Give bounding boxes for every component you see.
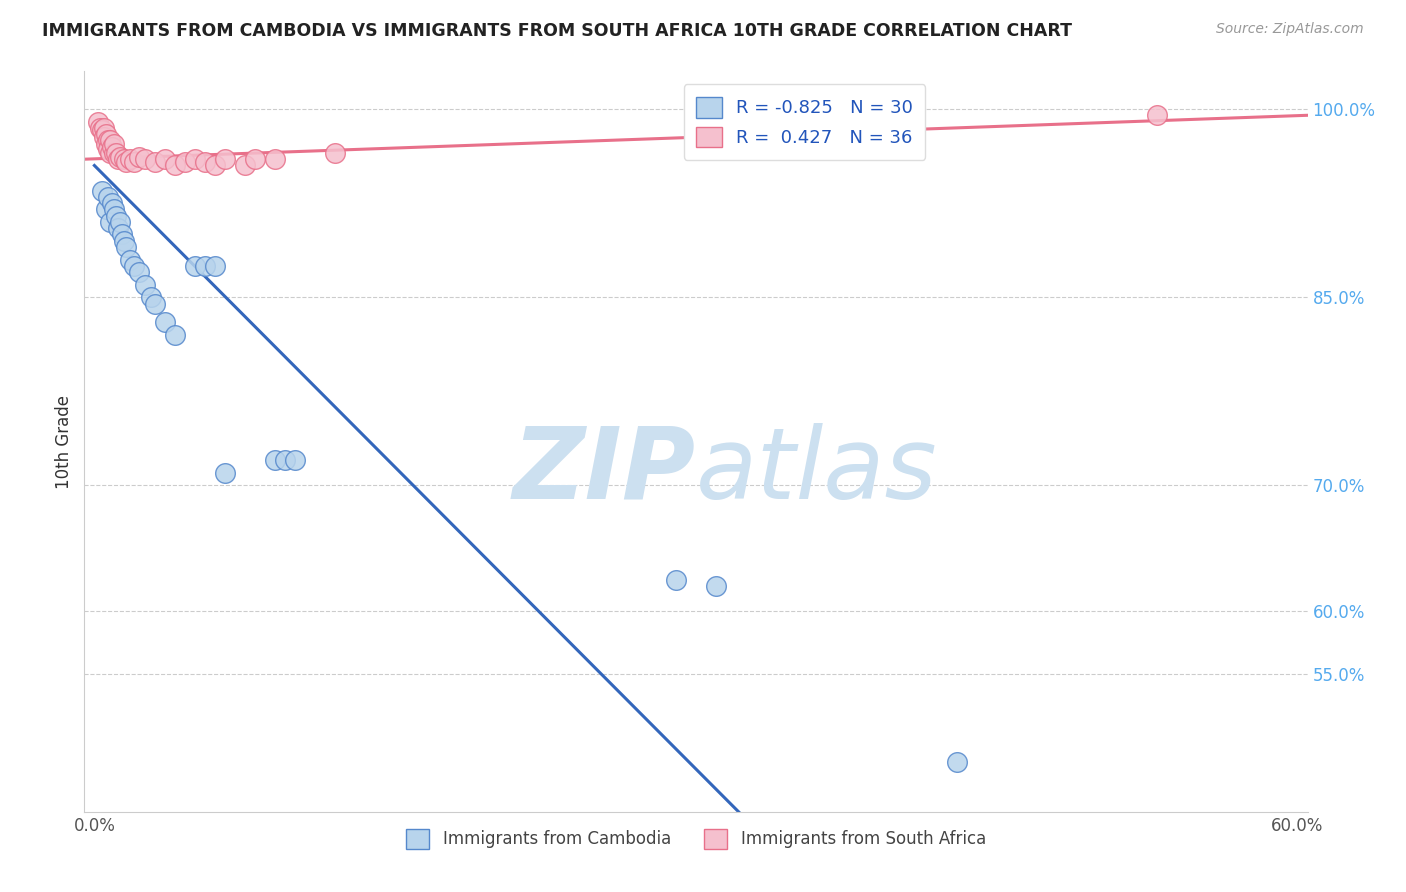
Point [115,240,138,254]
Point [120,252,142,267]
Point [96,202,118,217]
Point [194,154,217,169]
Point [284,453,307,467]
Point [183,259,205,273]
Point [153,315,176,329]
Point [93,129,115,144]
Point [243,152,266,166]
Point [101,139,124,153]
Point [114,234,136,248]
Point [214,466,236,480]
Point [91,184,114,198]
Point [120,152,142,166]
Point [96,137,118,152]
Point [97,190,120,204]
Point [128,150,150,164]
Point [100,145,122,160]
Point [105,209,128,223]
Point [97,142,120,156]
Point [97,133,120,147]
Y-axis label: 10th Grade: 10th Grade [55,394,73,489]
Point [87,114,110,128]
Point [114,152,136,166]
Point [153,152,176,166]
Point [103,137,125,152]
Legend: Immigrants from Cambodia, Immigrants from South Africa: Immigrants from Cambodia, Immigrants fro… [399,822,993,855]
Point [115,154,138,169]
Point [100,215,122,229]
Point [274,453,297,467]
Point [323,145,346,160]
Point [233,159,256,173]
Point [945,755,967,769]
Point [704,579,727,593]
Point [143,154,166,169]
Point [91,123,114,137]
Point [96,127,118,141]
Point [194,259,217,273]
Point [204,159,226,173]
Point [103,202,125,217]
Point [107,221,129,235]
Point [105,145,128,160]
Point [173,154,195,169]
Text: Source: ZipAtlas.com: Source: ZipAtlas.com [1216,22,1364,37]
Point [93,120,115,135]
Point [100,133,122,147]
Point [110,150,132,164]
Point [163,159,186,173]
Point [1146,108,1168,122]
Point [110,215,132,229]
Point [263,152,285,166]
Point [143,296,166,310]
Point [124,154,146,169]
Point [134,277,156,292]
Point [89,120,111,135]
Point [101,196,124,211]
Text: IMMIGRANTS FROM CAMBODIA VS IMMIGRANTS FROM SOUTH AFRICA 10TH GRADE CORRELATION : IMMIGRANTS FROM CAMBODIA VS IMMIGRANTS F… [42,22,1073,40]
Text: atlas: atlas [696,423,938,520]
Point [111,227,134,242]
Point [134,152,156,166]
Point [128,265,150,279]
Point [263,453,285,467]
Point [163,327,186,342]
Point [103,145,125,160]
Point [665,573,688,587]
Point [124,259,146,273]
Point [139,290,162,304]
Point [204,259,226,273]
Text: ZIP: ZIP [513,423,696,520]
Point [183,152,205,166]
Point [214,152,236,166]
Point [107,152,129,166]
